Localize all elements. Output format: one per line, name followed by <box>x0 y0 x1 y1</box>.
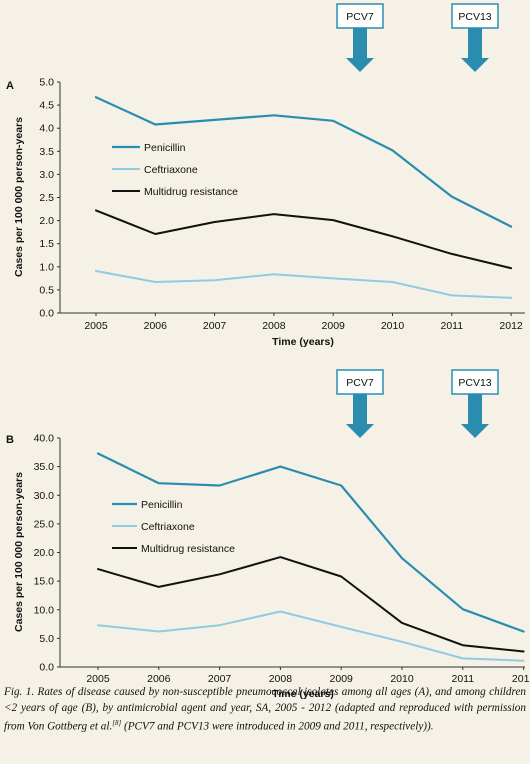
caption-main: Fig. 1. Rates of disease caused by non-s… <box>4 686 526 733</box>
series-line-ceftriaxone <box>95 270 513 299</box>
x-tick-label: 2006 <box>147 673 171 685</box>
y-tick-label: 1.5 <box>39 238 54 250</box>
legend-label-ceftriaxone: Ceftriaxone <box>141 521 195 533</box>
vaccine-marker-box <box>336 3 384 29</box>
caption-reference: [8] <box>112 719 122 727</box>
x-tick-label: 2011 <box>441 320 464 332</box>
y-tick-label: 3.5 <box>39 146 54 158</box>
y-tick-label: 35.0 <box>34 461 55 473</box>
caption-tail: (PCV7 and PCV13 were introduced in 2009 … <box>121 720 434 733</box>
y-tick-label: 4.0 <box>39 123 54 135</box>
legend-label-multidrug: Multidrug resistance <box>141 543 235 555</box>
x-tick-label: 2010 <box>390 673 414 685</box>
legend-label-ceftriaxone: Ceftriaxone <box>144 164 198 176</box>
panel-label: B <box>6 434 14 446</box>
x-tick-label: 2005 <box>86 673 110 685</box>
vaccine-marker-label: PCV7 <box>346 377 374 389</box>
y-tick-label: 2.5 <box>39 192 54 204</box>
x-tick-label: 2008 <box>269 673 293 685</box>
y-tick-label: 5.0 <box>39 633 54 645</box>
vaccine-marker-label: PCV13 <box>458 377 491 389</box>
y-tick-label: 15.0 <box>34 576 55 588</box>
x-axis-title: Time (years) <box>272 336 334 348</box>
vaccine-marker-label: PCV13 <box>458 11 491 23</box>
vaccine-marker-box <box>451 3 499 29</box>
y-axis-title: Cases per 100 000 person-years <box>13 472 25 632</box>
legend-label-penicillin: Penicillin <box>144 142 186 154</box>
x-tick-label: 2008 <box>262 320 286 332</box>
y-tick-label: 3.0 <box>39 169 54 181</box>
x-tick-label: 2011 <box>452 673 475 685</box>
vaccine-arrow-icon <box>346 28 374 72</box>
y-tick-label: 25.0 <box>34 518 55 530</box>
y-tick-label: 40.0 <box>34 433 55 445</box>
figure-caption: Fig. 1. Rates of disease caused by non-s… <box>4 685 526 735</box>
series-line-penicillin <box>94 96 513 228</box>
x-tick-label: 2009 <box>322 320 346 332</box>
y-tick-label: 20.0 <box>34 547 55 559</box>
x-axis-title: Time (years) <box>272 688 334 700</box>
vaccine-marker-box <box>451 369 499 395</box>
y-tick-label: 1.0 <box>39 261 54 273</box>
vaccine-arrow-icon <box>461 28 489 72</box>
chart-panel-a: 0.0 0.5 1.0 1.5 2.0 2.5 3.0 3.5 4.0 4.5 5.0 2005 200… <box>6 3 525 348</box>
x-tick-label: 2006 <box>144 320 168 332</box>
vaccine-marker-box <box>336 369 384 395</box>
series-line-penicillin <box>96 452 525 633</box>
series-line-multidrug <box>95 209 513 270</box>
x-tick-label: 2005 <box>84 320 108 332</box>
vaccine-arrow-icon <box>461 394 489 438</box>
y-tick-label: 0.0 <box>39 308 54 320</box>
x-tick-label: 2010 <box>381 320 405 332</box>
legend-label-multidrug: Multidrug resistance <box>144 186 238 198</box>
y-axis-title: Cases per 100 000 person-years <box>13 117 25 277</box>
legend-label-penicillin: Penicillin <box>141 499 183 511</box>
x-tick-label: 2007 <box>208 673 232 685</box>
x-tick-label: 2012 <box>512 673 530 685</box>
series-line-multidrug <box>97 556 525 653</box>
y-tick-label: 30.0 <box>34 490 55 502</box>
y-tick-label: 10.0 <box>34 604 55 616</box>
x-tick-label: 2012 <box>499 320 523 332</box>
series-line-ceftriaxone <box>97 610 525 662</box>
y-tick-label: 0.5 <box>39 284 54 296</box>
panel-label: A <box>6 80 14 92</box>
y-tick-label: 4.5 <box>39 100 54 112</box>
y-tick-label: 5.0 <box>39 77 54 89</box>
x-tick-label: 2009 <box>330 673 354 685</box>
vaccine-arrow-icon <box>346 394 374 438</box>
vaccine-marker-label: PCV7 <box>346 11 374 23</box>
x-tick-label: 2007 <box>203 320 227 332</box>
y-tick-label: 0.0 <box>39 662 54 674</box>
chart-panel-b: 0.0 5.0 10.0 15.0 20.0 25.0 30.0 35.0 40.0 2005 20… <box>6 369 530 700</box>
y-tick-label: 2.0 <box>39 215 54 227</box>
